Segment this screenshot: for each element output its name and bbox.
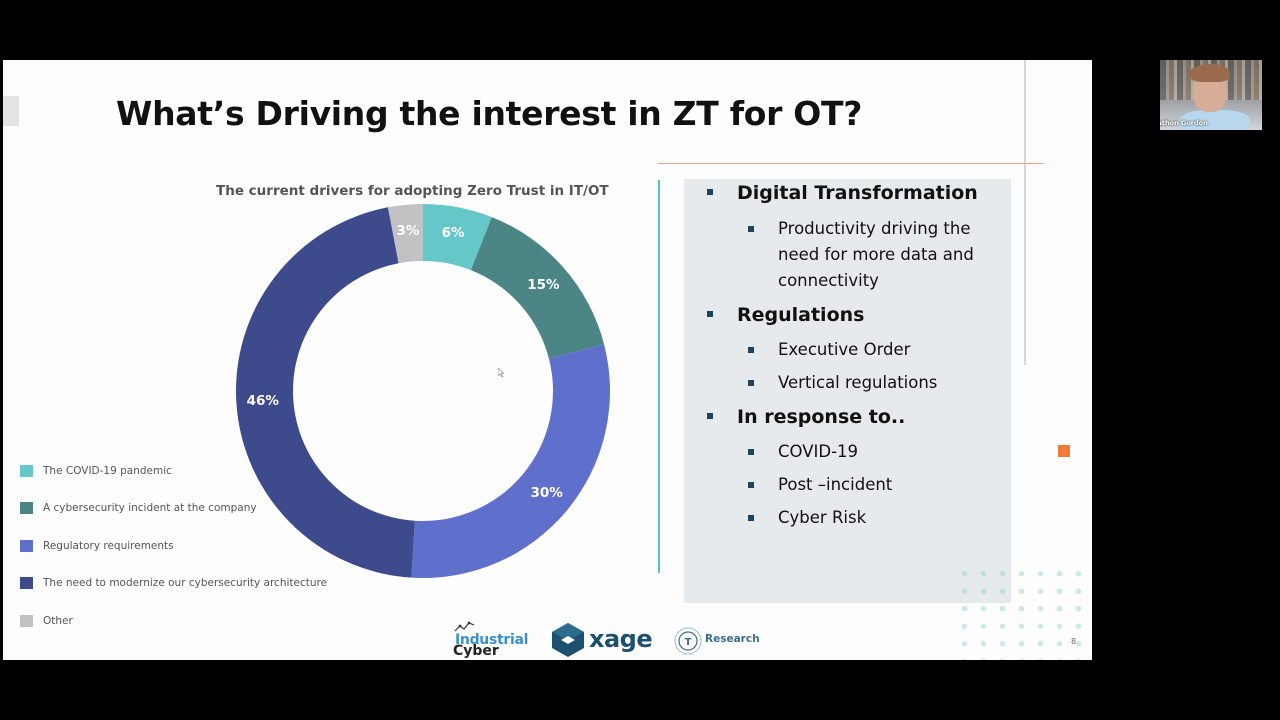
presentation-slide: What’s Driving the interest in ZT for OT…: [3, 60, 1092, 660]
bullet-heading-digital-transformation: Digital Transformation: [737, 182, 978, 204]
bullet-square-icon: [748, 380, 754, 386]
slide-edge-tab: [3, 96, 19, 126]
legend-item-regulatory: Regulatory requirements: [20, 540, 174, 552]
chart-sparkline-icon: [454, 621, 475, 632]
legend-swatch: [20, 577, 33, 589]
decorative-divider-vertical: [1024, 60, 1026, 365]
bullet-square-icon: [748, 226, 754, 232]
chart-title: The current drivers for adopting Zero Tr…: [216, 183, 609, 199]
donut-segment-regulatory: [411, 344, 610, 578]
mouse-cursor-icon: [498, 368, 504, 377]
video-person: [1180, 110, 1250, 130]
donut-segment-covid: [423, 204, 492, 271]
bullet-square-icon: [748, 347, 754, 353]
page-number: 8: [1071, 637, 1077, 646]
bullet-heading-in-response-to: In response to..: [737, 406, 906, 428]
donut-label-incident: 15%: [527, 276, 560, 293]
legend-item-incident: A cybersecurity incident at the company: [20, 502, 257, 514]
legend-swatch: [20, 465, 33, 477]
donut-label-regulatory: 30%: [530, 485, 563, 502]
bullet-item: need for more data and: [778, 245, 974, 264]
bullet-heading-regulations: Regulations: [737, 304, 865, 326]
bullet-item: Productivity driving the: [778, 219, 971, 238]
bullet-panel: [684, 179, 1011, 603]
legend-swatch: [20, 502, 33, 514]
xage-cube-icon: [552, 623, 584, 657]
decorative-orange-square: [1058, 445, 1070, 457]
legend-item-other: Other: [20, 615, 73, 627]
legend-swatch: [20, 540, 33, 552]
research-emblem-icon: T: [674, 627, 702, 655]
participant-video-tile[interactable]: Jonathon Gordon: [1160, 60, 1262, 130]
donut-label-other: 3%: [396, 223, 420, 240]
bullet-item: connectivity: [778, 271, 879, 290]
decorative-divider-horizontal: [658, 163, 1044, 164]
bullet-item: Post –incident: [778, 475, 893, 494]
bullet-square-icon: [707, 311, 713, 317]
industrial-cyber-logo: Industrial Cyber: [451, 620, 531, 660]
bullet-square-icon: [748, 482, 754, 488]
bullet-item: Executive Order: [778, 340, 911, 359]
donut-label-covid: 6%: [441, 225, 465, 242]
bullet-square-icon: [707, 189, 713, 195]
video-person: [1190, 64, 1230, 82]
decorative-teal-divider: [658, 180, 660, 573]
donut-segment-modernize: [235, 207, 415, 578]
xage-logo: xage: [551, 622, 653, 660]
donut-chart: [235, 204, 610, 578]
bullet-item: Vertical regulations: [778, 373, 938, 392]
donut-segment-other: [387, 204, 423, 264]
bullet-square-icon: [748, 449, 754, 455]
bullet-square-icon: [748, 515, 754, 521]
donut-segment-incident: [470, 217, 605, 359]
legend-item-covid: The COVID-19 pandemic: [20, 465, 172, 477]
slide-title: What’s Driving the interest in ZT for OT…: [116, 94, 863, 133]
legend-swatch: [20, 615, 33, 627]
participant-name: Jonathon Gordon: [1160, 119, 1208, 127]
legend-item-modernize: The need to modernize our cybersecurity …: [20, 577, 327, 589]
decorative-dot-grid: [955, 565, 1092, 660]
bullet-square-icon: [707, 413, 713, 419]
donut-label-modernize: 46%: [246, 393, 279, 410]
bullet-item: Cyber Risk: [778, 508, 867, 527]
research-logo: T Research: [673, 624, 763, 658]
bullet-item: COVID-19: [778, 442, 859, 461]
svg-text:T: T: [685, 637, 692, 648]
